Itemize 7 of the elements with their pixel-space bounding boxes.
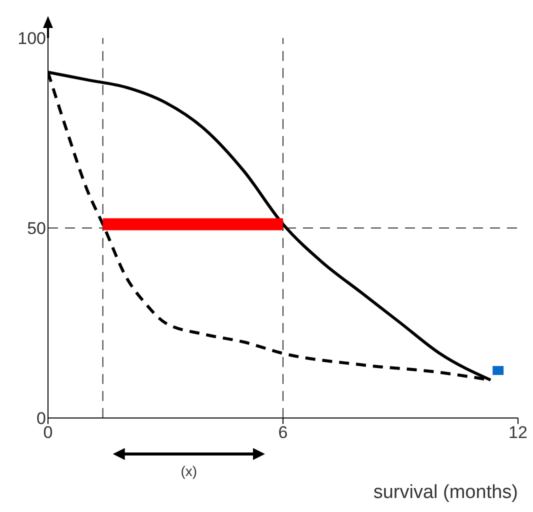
y-tick-label: 100 [18,29,46,48]
x-tick-label: 12 [508,423,528,442]
text: (x) [180,463,198,479]
y-tick-label: 0 [36,409,46,428]
x-tick-label: 6 [278,423,288,442]
x-axis-title: survival (months) [373,482,518,503]
y-tick-label: 50 [27,219,46,238]
